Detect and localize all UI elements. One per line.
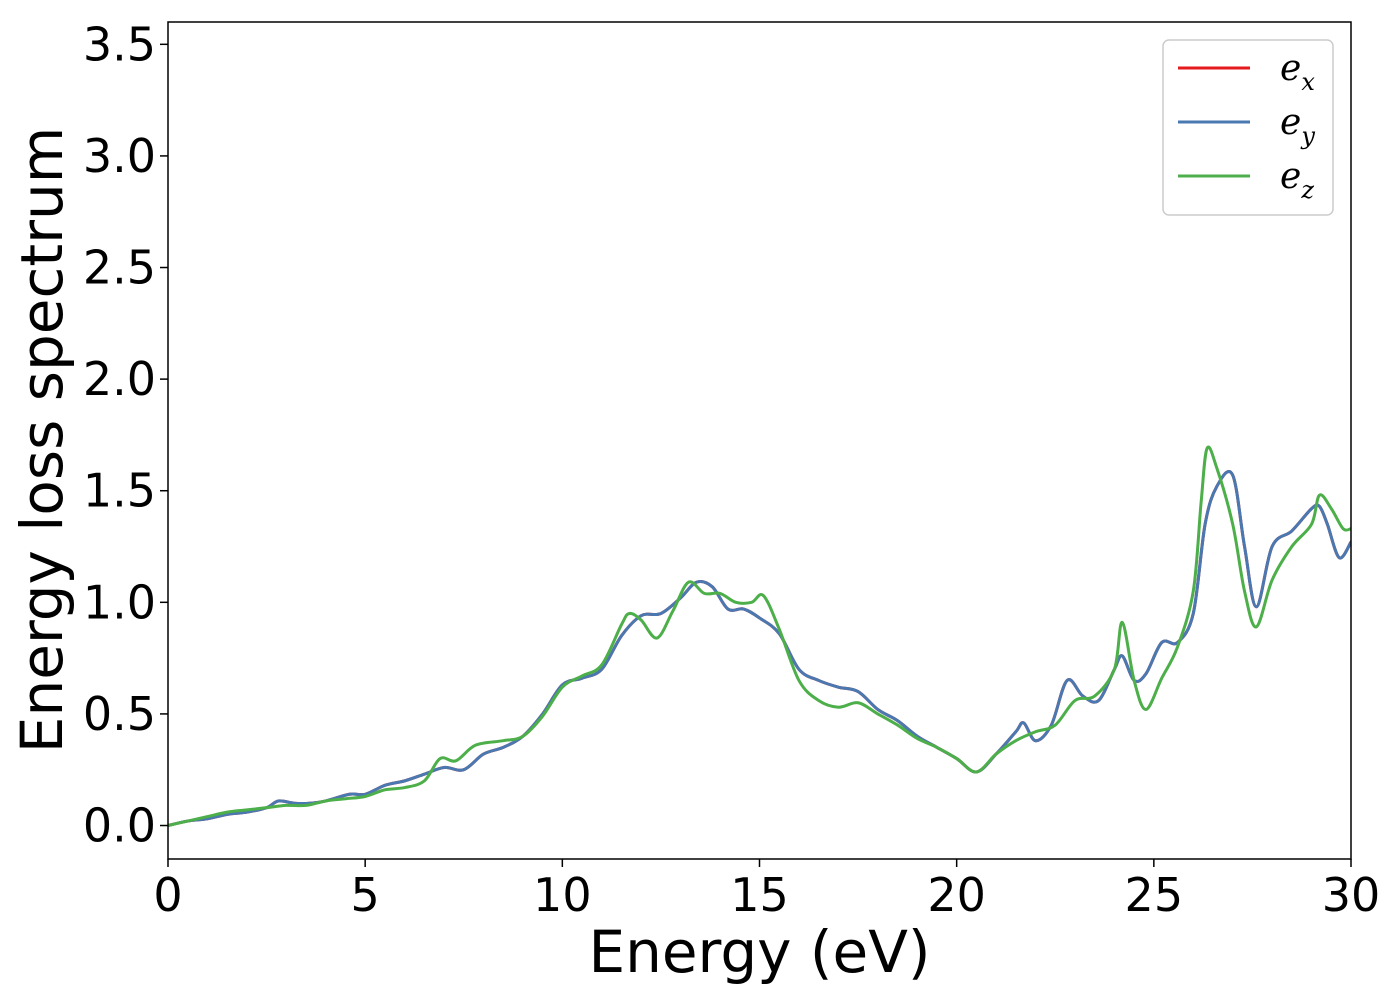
x-axis-label: Energy (eV) [588, 918, 930, 986]
series-line-ey [168, 469, 1351, 828]
x-tick-label: 20 [927, 868, 986, 922]
y-tick-label: 1.5 [83, 464, 156, 518]
y-tick-label: 2.5 [83, 241, 156, 295]
y-axis: 0.0 0.5 1.0 1.5 2.0 2.5 3.0 3.5 [83, 17, 168, 853]
y-tick-label: 0.5 [83, 687, 156, 741]
x-tick-label: 30 [1322, 868, 1381, 922]
x-tick-label: 5 [351, 868, 380, 922]
legend: ex ey ez [1162, 39, 1334, 216]
x-tick-label: 25 [1125, 868, 1184, 922]
y-tick-label: 1.0 [83, 575, 156, 629]
legend-label-ez: ez [1280, 156, 1314, 204]
plot-area [168, 445, 1351, 828]
y-tick-label: 3.5 [83, 17, 156, 71]
y-tick-label: 2.0 [83, 352, 156, 406]
x-tick-label: 10 [533, 868, 592, 922]
y-axis-label: Energy loss spectrum [8, 127, 76, 753]
y-tick-label: 0.0 [83, 799, 156, 853]
legend-box [1162, 39, 1334, 216]
y-tick-label: 3.0 [83, 129, 156, 183]
series-line-ez [168, 445, 1351, 828]
x-axis: 0 5 10 15 20 25 30 [153, 859, 1380, 922]
x-tick-label: 0 [153, 868, 182, 922]
x-tick-label: 15 [730, 868, 789, 922]
legend-label-ex: ex [1280, 48, 1315, 96]
legend-label-ey: ey [1280, 102, 1315, 150]
